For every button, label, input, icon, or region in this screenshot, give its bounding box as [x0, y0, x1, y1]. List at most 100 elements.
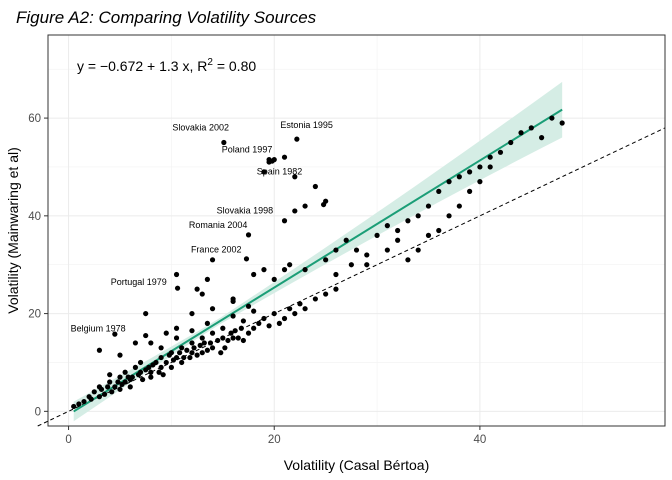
- data-point: [487, 154, 493, 160]
- data-point: [425, 203, 432, 209]
- data-point: [71, 403, 77, 410]
- data-point: [245, 330, 252, 336]
- data-point: [251, 271, 257, 278]
- data-point: [91, 389, 97, 395]
- data-point: [477, 179, 483, 185]
- data-point: [333, 271, 339, 278]
- reference-line: [37, 127, 666, 427]
- data-point: [96, 347, 103, 353]
- data-point: [297, 301, 303, 307]
- data-point: [281, 315, 288, 322]
- data-point: [177, 350, 183, 356]
- equation-suffix: = 0.80: [213, 58, 256, 74]
- data-point: [497, 149, 504, 155]
- data-point: [209, 306, 216, 312]
- data-point: [187, 354, 193, 361]
- data-point: [333, 247, 339, 253]
- data-point: [271, 276, 277, 282]
- panel-border: [47, 34, 666, 427]
- data-point: [261, 267, 267, 273]
- data-point: [425, 232, 432, 238]
- data-point: [189, 340, 195, 346]
- equation-superscript: 2: [207, 57, 213, 68]
- data-point: [235, 335, 241, 341]
- data-point: [456, 174, 462, 180]
- data-point: [256, 320, 262, 326]
- labelled-data-point: [243, 256, 250, 262]
- data-point: [199, 335, 205, 341]
- data-point: [415, 213, 421, 219]
- data-point: [107, 372, 113, 378]
- data-point: [129, 374, 135, 380]
- data-point: [179, 359, 185, 366]
- data-point: [238, 325, 244, 331]
- data-point: [137, 359, 144, 366]
- data-point: [508, 139, 514, 146]
- data-point: [230, 335, 236, 341]
- data-point: [323, 257, 329, 263]
- data-point: [292, 310, 298, 317]
- data-point: [266, 323, 272, 329]
- data-point: [292, 174, 298, 180]
- labelled-data-point: [245, 232, 252, 238]
- data-point: [105, 384, 111, 390]
- x-tick-label: 20: [268, 434, 281, 446]
- data-point: [436, 227, 442, 234]
- equation-prefix: y = −0.672 + 1.3 x, R: [77, 58, 207, 74]
- point-label: Spain 1982: [257, 166, 303, 176]
- data-point: [146, 364, 152, 370]
- data-point: [323, 291, 329, 297]
- data-point: [209, 330, 216, 336]
- data-point: [220, 335, 226, 341]
- y-tick-label: 0: [35, 406, 41, 418]
- data-point: [179, 345, 185, 351]
- data-point: [109, 389, 115, 395]
- data-point: [348, 262, 354, 268]
- data-point: [302, 306, 308, 312]
- data-point: [204, 276, 210, 282]
- data-point: [271, 310, 277, 317]
- data-point: [222, 345, 228, 351]
- data-point: [251, 308, 257, 314]
- data-point: [215, 337, 221, 344]
- x-tick-label: 0: [65, 434, 71, 446]
- data-point: [168, 364, 174, 370]
- data-point: [395, 237, 401, 243]
- data-point: [353, 247, 360, 253]
- data-point: [189, 350, 195, 356]
- data-point: [140, 376, 146, 383]
- data-point: [333, 286, 339, 292]
- data-point: [181, 354, 187, 361]
- y-axis-title: Volatility (Mainwaring et al): [5, 147, 21, 314]
- data-point: [292, 208, 298, 214]
- data-point: [76, 401, 82, 407]
- data-point: [559, 120, 565, 126]
- data-point: [364, 252, 370, 258]
- data-points: [71, 115, 565, 410]
- data-point: [132, 364, 139, 370]
- data-point: [148, 369, 154, 375]
- data-point: [194, 352, 200, 358]
- data-point: [228, 330, 234, 336]
- data-point: [189, 310, 195, 317]
- labelled-data-point: [294, 136, 300, 142]
- point-label: Romania 2004: [189, 220, 248, 230]
- y-axis: 0 20 40 60: [28, 113, 48, 418]
- data-point: [287, 262, 293, 268]
- data-point: [117, 352, 123, 358]
- data-point: [173, 335, 180, 341]
- data-point: [199, 291, 205, 297]
- data-point: [189, 328, 195, 334]
- data-point: [312, 296, 318, 302]
- data-point: [446, 179, 452, 185]
- labelled-data-point: [174, 285, 181, 291]
- point-label: Estonia 1995: [280, 120, 333, 130]
- data-point: [302, 267, 308, 273]
- data-point: [117, 374, 123, 380]
- labelled-data-point: [221, 139, 227, 146]
- point-label: Slovakia 1998: [217, 205, 274, 215]
- data-point: [163, 359, 169, 366]
- data-point: [415, 247, 421, 253]
- point-label: Belgium 1978: [71, 324, 126, 334]
